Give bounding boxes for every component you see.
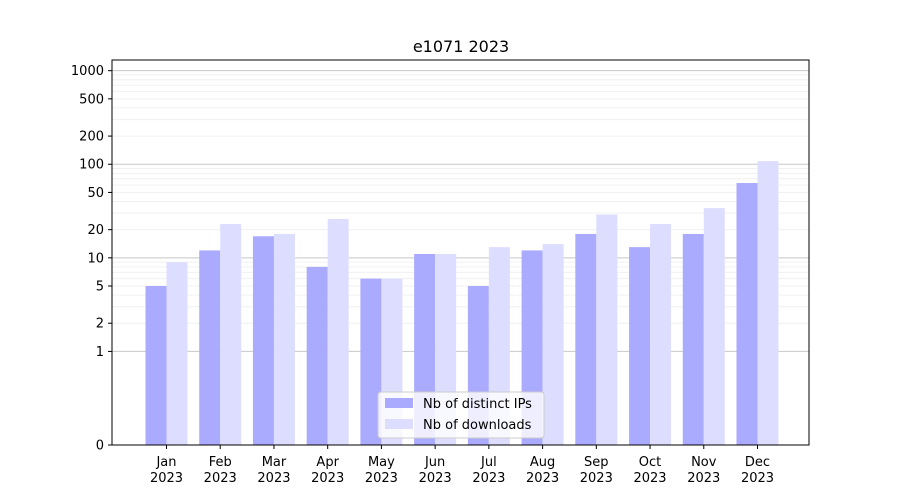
bar-ips — [199, 250, 221, 445]
y-tick-label: 0 — [96, 439, 104, 454]
y-tick-label: 2 — [96, 317, 104, 332]
x-tick-year-label: 2023 — [526, 471, 559, 486]
legend-swatch-ips — [385, 398, 413, 408]
y-tick-label: 1000 — [71, 64, 104, 79]
x-tick-label: Jul — [480, 455, 497, 470]
x-tick-year-label: 2023 — [633, 471, 666, 486]
legend-box — [377, 391, 545, 439]
bar-ips — [252, 236, 274, 445]
legend: Nb of distinct IPs Nb of downloads — [377, 391, 545, 439]
x-tick-year-label: 2023 — [257, 471, 290, 486]
y-tick-label: 20 — [87, 223, 104, 238]
x-tick-label: Dec — [745, 455, 770, 470]
bar-ips — [629, 247, 651, 445]
x-tick-year-label: 2023 — [419, 471, 452, 486]
y-tick-label: 50 — [87, 186, 104, 201]
bar-downloads — [166, 262, 188, 445]
x-tick-label: Oct — [639, 455, 661, 470]
bar-ips — [145, 286, 167, 445]
bar-downloads — [220, 223, 242, 445]
x-tick-year-label: 2023 — [687, 471, 720, 486]
bar-ips — [736, 183, 758, 446]
y-tick-label: 100 — [79, 158, 104, 173]
x-tick-year-label: 2023 — [741, 471, 774, 486]
x-tick-label: May — [368, 455, 395, 470]
x-tick-label: Mar — [262, 455, 287, 470]
plot-frame — [111, 59, 810, 446]
x-tick-year-label: 2023 — [150, 471, 183, 486]
y-tick-label: 200 — [79, 130, 104, 145]
x-tick-year-label: 2023 — [472, 471, 505, 486]
x-tick-year-label: 2023 — [580, 471, 613, 486]
bar-downloads — [273, 233, 295, 445]
legend-label-ips: Nb of distinct IPs — [423, 397, 532, 412]
x-tick-label: Sep — [584, 455, 609, 470]
bars-layer — [145, 161, 779, 446]
x-tick-year-label: 2023 — [204, 471, 237, 486]
bar-downloads — [703, 208, 725, 445]
x-tick-label: Jan — [155, 455, 176, 470]
x-tick-label: Apr — [316, 455, 339, 470]
legend-swatch-downloads — [385, 419, 413, 429]
x-tick-label: Nov — [691, 455, 717, 470]
bar-downloads — [596, 214, 618, 445]
x-tick-label: Aug — [530, 455, 555, 470]
y-tick-label: 10 — [87, 251, 104, 266]
bar-downloads — [757, 161, 779, 445]
chart-title: e1071 2023 — [413, 37, 509, 56]
bar-downloads — [327, 218, 349, 445]
x-tick-label: Feb — [209, 455, 232, 470]
bar-ips — [360, 278, 382, 445]
bar-ips — [575, 233, 597, 445]
x-axis: Jan2023Feb2023Mar2023Apr2023May2023Jun20… — [150, 445, 774, 486]
x-tick-label: Jun — [424, 455, 445, 470]
x-tick-year-label: 2023 — [365, 471, 398, 486]
bar-downloads — [650, 223, 672, 445]
bar-ips — [306, 266, 328, 445]
y-tick-label: 5 — [96, 280, 104, 295]
y-tick-label: 1 — [96, 345, 104, 360]
legend-label-downloads: Nb of downloads — [423, 418, 532, 433]
bar-downloads — [542, 244, 564, 445]
y-tick-label: 500 — [79, 92, 104, 107]
bar-ips — [682, 233, 704, 445]
x-tick-year-label: 2023 — [311, 471, 344, 486]
y-axis: 0 1 2 5 10 20 50 100 200 500 1000 — [71, 64, 112, 454]
